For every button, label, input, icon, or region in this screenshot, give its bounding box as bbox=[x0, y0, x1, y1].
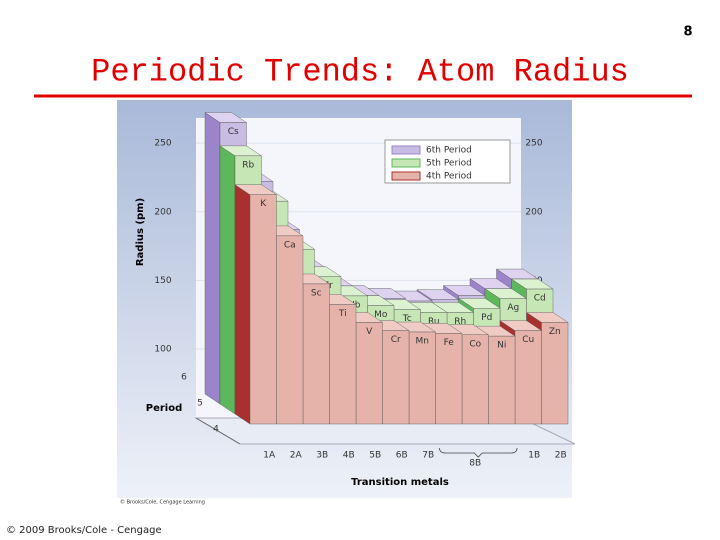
legend-swatch bbox=[391, 158, 421, 168]
x-tick-label: 2B bbox=[555, 451, 567, 461]
z-tick-label: 5 bbox=[197, 399, 203, 409]
element-label: Co bbox=[469, 339, 481, 349]
bar-front bbox=[541, 322, 569, 425]
legend-label: 5th Period bbox=[426, 159, 472, 169]
legend-label: 4th Period bbox=[426, 172, 472, 182]
bar-front bbox=[355, 322, 383, 425]
y-tick-label-right: 200 bbox=[525, 207, 542, 217]
bar-front bbox=[249, 194, 277, 425]
y-tick-label-right: 250 bbox=[525, 139, 542, 149]
slide-title: Periodic Trends: Atom Radius bbox=[91, 53, 629, 90]
element-label: Zn bbox=[549, 327, 561, 337]
bar-front bbox=[302, 283, 330, 425]
x-tick-label: 6B bbox=[396, 451, 408, 461]
bar bbox=[234, 184, 278, 425]
bar-front bbox=[514, 330, 542, 425]
element-label: Sc bbox=[311, 288, 322, 298]
image-credit: © Brooks/Cole, Cengage Learning bbox=[120, 499, 205, 506]
y-tick-label: 200 bbox=[154, 207, 171, 217]
bar-front bbox=[382, 330, 410, 425]
element-label: Ru bbox=[428, 317, 440, 327]
x-tick-label: 4B bbox=[343, 451, 355, 461]
element-label: V bbox=[366, 327, 373, 337]
element-label: Ni bbox=[497, 341, 506, 351]
element-label: Mo bbox=[374, 310, 388, 320]
y-tick-label: 100 bbox=[154, 345, 171, 355]
element-label: K bbox=[260, 199, 267, 209]
legend-label: 6th Period bbox=[426, 146, 472, 156]
element-label: Cr bbox=[391, 335, 401, 345]
y-axis-label: Radius (pm) bbox=[135, 198, 146, 266]
x-tick-label: 7B bbox=[422, 451, 434, 461]
element-label: Mn bbox=[416, 337, 429, 347]
x-tick-label: 1A bbox=[263, 451, 276, 461]
bar-front bbox=[329, 304, 357, 425]
bar bbox=[446, 324, 490, 425]
legend: 6th Period 5th Period 4th Period bbox=[384, 139, 511, 184]
x-axis-label: Transition metals bbox=[351, 477, 449, 488]
x-tick-label: 1B bbox=[528, 451, 540, 461]
z-tick-label: 4 bbox=[213, 425, 219, 435]
page-number: 8 bbox=[683, 25, 692, 40]
x-tick-label: 3B bbox=[316, 451, 328, 461]
bar-front bbox=[488, 335, 516, 425]
y-tick-label: 150 bbox=[154, 276, 171, 286]
bar-side bbox=[204, 112, 221, 405]
bar-side bbox=[234, 184, 251, 425]
element-label: Ti bbox=[338, 309, 347, 319]
y-tick-label: 250 bbox=[154, 139, 171, 149]
x-tick-label: 5B bbox=[369, 451, 381, 461]
x-tick-label: 2A bbox=[290, 451, 303, 461]
legend-swatch bbox=[391, 145, 421, 155]
element-label: Pd bbox=[481, 313, 492, 323]
footer: © 2009 Brooks/Cole - Cengage bbox=[6, 525, 162, 536]
x-tick-label: 8B bbox=[469, 459, 481, 469]
element-label: Rb bbox=[242, 160, 254, 170]
element-label: Cu bbox=[522, 335, 534, 345]
element-label: Tc bbox=[402, 314, 412, 324]
bar-front bbox=[461, 334, 489, 425]
bar-front bbox=[435, 333, 463, 425]
element-label: Cs bbox=[228, 127, 239, 137]
element-label: Rh bbox=[454, 317, 466, 327]
legend-swatch bbox=[391, 171, 421, 181]
brace bbox=[439, 447, 518, 458]
element-label: Ca bbox=[284, 240, 296, 250]
element-label: Cd bbox=[534, 294, 546, 304]
bar-front bbox=[276, 235, 304, 425]
element-label: Ag bbox=[507, 303, 519, 313]
z-axis-label: Period bbox=[146, 403, 183, 414]
element-label: Fe bbox=[444, 338, 455, 348]
period-axis bbox=[195, 417, 241, 445]
bar-front bbox=[408, 331, 436, 425]
bar-side bbox=[219, 145, 236, 415]
z-tick-label: 6 bbox=[181, 373, 187, 383]
